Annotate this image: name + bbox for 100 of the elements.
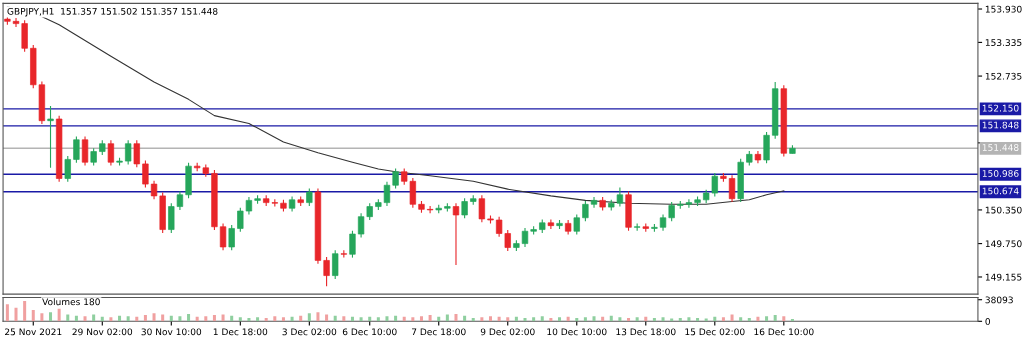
bar	[592, 316, 596, 322]
bar	[238, 317, 242, 322]
bar	[696, 317, 700, 322]
bar	[152, 313, 156, 322]
bar	[704, 318, 708, 322]
x-tick-label: 6 Dec 10:00	[342, 328, 397, 336]
y-tick-label: 152.735	[985, 72, 1022, 80]
bar	[419, 316, 423, 322]
candlestick	[521, 227, 529, 248]
y-tick-label: 150.350	[985, 206, 1022, 214]
candlestick	[228, 224, 235, 251]
x-tick-label: 7 Dec 18:00	[411, 328, 466, 336]
bar	[480, 317, 484, 322]
x-tick-label: 10 Dec 10:00	[547, 328, 607, 336]
x-tick-label: 3 Dec 02:00	[282, 328, 337, 336]
bar	[782, 316, 786, 322]
candlestick	[582, 200, 589, 222]
bar	[488, 316, 493, 322]
bar	[342, 316, 346, 322]
candlestick	[133, 139, 140, 168]
candlestick	[728, 174, 736, 203]
bar	[627, 317, 631, 322]
bar	[471, 317, 475, 322]
candlestick	[47, 105, 54, 169]
bar	[454, 313, 458, 322]
candlestick	[461, 197, 468, 219]
bar	[316, 312, 320, 322]
candlestick	[383, 181, 391, 207]
candlestick	[547, 218, 555, 230]
chart-title: Volumes 180	[42, 298, 100, 306]
candlestick	[150, 180, 158, 200]
ref-line-label: 150.674	[982, 187, 1019, 195]
bar	[670, 318, 674, 322]
bar	[428, 315, 432, 322]
candlestick	[668, 201, 675, 222]
candlestick	[219, 222, 227, 251]
candlestick	[452, 202, 460, 266]
y-tick-label: 149.155	[985, 273, 1022, 281]
candlestick	[81, 135, 89, 167]
bar	[212, 315, 216, 322]
y-tick-label: 153.335	[985, 39, 1022, 46]
bar	[687, 317, 691, 322]
candlestick	[426, 205, 434, 214]
bar	[204, 316, 208, 322]
x-tick-label: 15 Dec 02:00	[685, 328, 745, 336]
chart-title: GBPJPY,H1 151.357 151.502 151.357 151.448	[7, 7, 218, 17]
bar	[765, 316, 769, 322]
bar	[523, 317, 527, 322]
bar	[281, 317, 285, 322]
bar	[187, 313, 191, 322]
bar	[57, 308, 61, 322]
candlestick	[332, 249, 339, 280]
bar	[31, 309, 35, 322]
candlestick	[12, 17, 20, 28]
bar	[264, 317, 268, 322]
bar	[359, 317, 363, 322]
y-tick-label: 149.750	[985, 240, 1022, 248]
bar	[635, 317, 639, 322]
x-tick-label: 30 Nov 10:00	[141, 328, 202, 336]
candlestick	[142, 159, 149, 189]
bar	[307, 313, 311, 322]
bar	[14, 307, 18, 322]
bar	[273, 316, 277, 322]
candlestick	[64, 155, 71, 183]
bar	[721, 317, 725, 322]
x-tick-label: 25 Nov 2021	[5, 328, 62, 336]
bar	[411, 317, 415, 322]
bar	[143, 315, 147, 322]
bar	[83, 316, 87, 322]
candlestick	[107, 139, 115, 167]
bar	[506, 317, 510, 322]
x-tick-label: 13 Dec 18:00	[616, 328, 676, 336]
bar	[652, 317, 656, 322]
bar	[247, 317, 251, 322]
candlestick	[125, 139, 132, 166]
x-tick-label: 9 Dec 02:00	[480, 328, 535, 336]
y-tick-label: 38093	[985, 296, 1013, 304]
bar	[540, 316, 544, 322]
x-tick-label: 16 Dec 10:00	[754, 328, 814, 336]
bar	[178, 316, 182, 322]
bar	[739, 317, 743, 322]
candlestick	[349, 230, 356, 259]
candlestick	[573, 213, 580, 236]
bar	[40, 313, 44, 322]
bar	[126, 316, 130, 322]
candlestick	[392, 167, 399, 190]
bar	[549, 317, 553, 322]
ref-line-label: 151.448	[982, 144, 1019, 151]
candlestick	[478, 194, 486, 223]
bar	[256, 317, 260, 322]
y-tick-label: 153.930	[985, 5, 1022, 13]
ref-line-label: 150.986	[982, 170, 1019, 177]
candlestick	[590, 196, 598, 209]
bar	[661, 317, 665, 322]
bar	[678, 317, 682, 322]
bar	[575, 317, 579, 322]
bar	[49, 312, 53, 322]
bar	[532, 317, 536, 322]
bar	[558, 317, 562, 322]
candlestick	[323, 256, 330, 287]
